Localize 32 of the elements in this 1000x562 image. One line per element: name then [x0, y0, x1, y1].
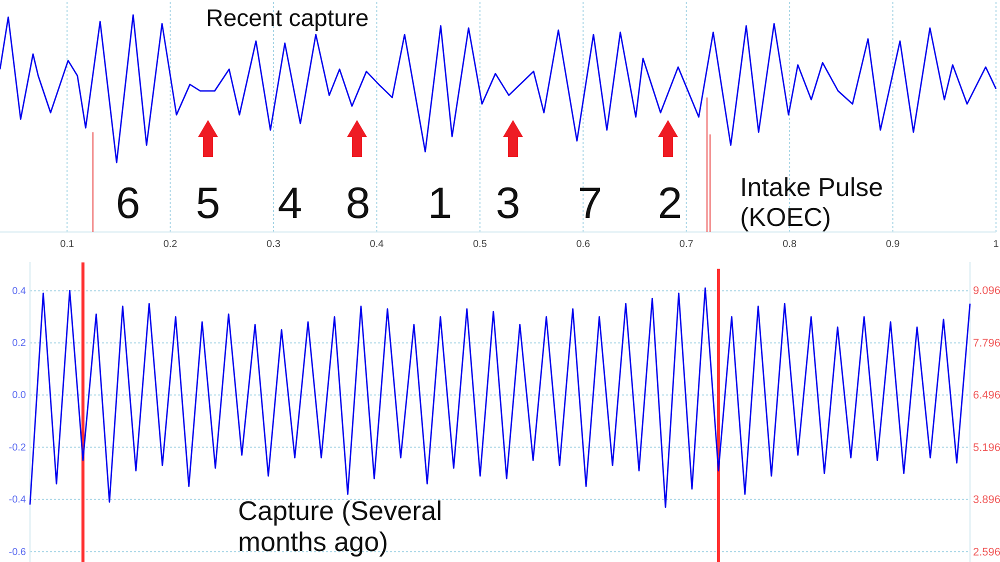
y2-tick-label: 7.796 [973, 337, 1000, 350]
y2-tick-label: 6.496 [973, 390, 1000, 402]
x-tick-label: 0.3 [266, 239, 281, 250]
y-tick-label: 0.4 [12, 286, 26, 297]
x-tick-label: 0.4 [370, 239, 384, 250]
annotation: 5 [196, 179, 220, 228]
annotation: Capture (Several months ago) [238, 496, 442, 558]
x-tick-label: 0.1 [60, 239, 74, 250]
annotation: 6 [116, 179, 140, 228]
y-tick-label: -0.4 [8, 494, 26, 506]
annotation: 2 [658, 179, 682, 228]
y-tick-label: -0.2 [8, 442, 26, 454]
x-tick-label: 1 [993, 239, 1000, 250]
y-tick-label: 0.0 [12, 390, 26, 402]
y-tick-label: 0.2 [12, 338, 26, 350]
annotation: Recent capture [206, 5, 369, 32]
y-tick-label: -0.6 [8, 546, 26, 558]
y2-tick-label: 3.896 [973, 494, 1000, 506]
annotation: 7 [578, 179, 602, 228]
y2-tick-label: 5.196 [973, 442, 1000, 454]
annotation: 8 [346, 179, 370, 228]
x-tick-label: 0.6 [576, 239, 591, 250]
x-tick-label: 0.2 [163, 239, 178, 250]
x-tick-label: 0.8 [782, 239, 797, 250]
annotation: Intake Pulse (KOEC) [740, 172, 884, 232]
annotation: 3 [496, 179, 520, 228]
x-tick-label: 0.5 [472, 239, 488, 250]
x-tick-label: 0.9 [886, 239, 900, 250]
x-tick-label: 0.7 [679, 239, 694, 250]
y2-tick-label: 2.596 [973, 546, 1000, 558]
annotation: 4 [278, 179, 302, 228]
y2-tick-label: 9.096 [973, 285, 1000, 298]
